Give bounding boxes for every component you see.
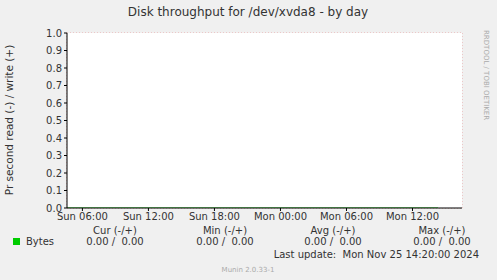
svg-text:0.3: 0.3 (46, 150, 62, 161)
svg-text:Cur (-/+): Cur (-/+) (93, 225, 137, 236)
svg-text:0.7: 0.7 (46, 80, 62, 91)
svg-text:0.8: 0.8 (46, 63, 62, 74)
svg-text:Bytes: Bytes (26, 236, 54, 247)
svg-text:Avg (-/+): Avg (-/+) (311, 225, 356, 236)
svg-text:0.2: 0.2 (46, 168, 62, 179)
svg-text:0.1: 0.1 (46, 185, 62, 196)
svg-text:0.6: 0.6 (46, 98, 62, 109)
svg-text:Disk throughput for /dev/xvda8: Disk throughput for /dev/xvda8 - by day (128, 5, 368, 19)
svg-text:0.5: 0.5 (46, 115, 62, 126)
svg-text:Last update: Mon Nov 25 14:20: Last update: Mon Nov 25 14:20:00 2024 (274, 249, 479, 260)
svg-text:Sun 06:00: Sun 06:00 (57, 211, 108, 222)
svg-text:Munin 2.0.33-1: Munin 2.0.33-1 (222, 266, 275, 274)
svg-text:Max (-/+): Max (-/+) (418, 225, 465, 236)
svg-text:0.4: 0.4 (46, 133, 62, 144)
svg-text:Pr second read (-) / write (+): Pr second read (-) / write (+) (8, 45, 15, 196)
svg-text:Min (-/+): Min (-/+) (203, 225, 247, 236)
svg-text:Sun 12:00: Sun 12:00 (123, 211, 174, 222)
svg-text:0.00 / 0.00: 0.00 / 0.00 (196, 236, 253, 247)
svg-text:0.00 / 0.00: 0.00 / 0.00 (413, 236, 470, 247)
svg-text:0.00 / 0.00: 0.00 / 0.00 (304, 236, 361, 247)
svg-text:RRDTOOL / TOBI OETIKER: RRDTOOL / TOBI OETIKER (482, 30, 489, 120)
svg-text:Mon 06:00: Mon 06:00 (320, 211, 373, 222)
svg-text:0.9: 0.9 (46, 45, 62, 56)
svg-text:0.00 / 0.00: 0.00 / 0.00 (86, 236, 143, 247)
svg-text:Mon 00:00: Mon 00:00 (254, 211, 307, 222)
svg-text:1.0: 1.0 (46, 28, 62, 39)
svg-text:0.0: 0.0 (46, 203, 62, 214)
svg-text:Mon 12:00: Mon 12:00 (386, 211, 439, 222)
svg-text:Sun 18:00: Sun 18:00 (189, 211, 240, 222)
